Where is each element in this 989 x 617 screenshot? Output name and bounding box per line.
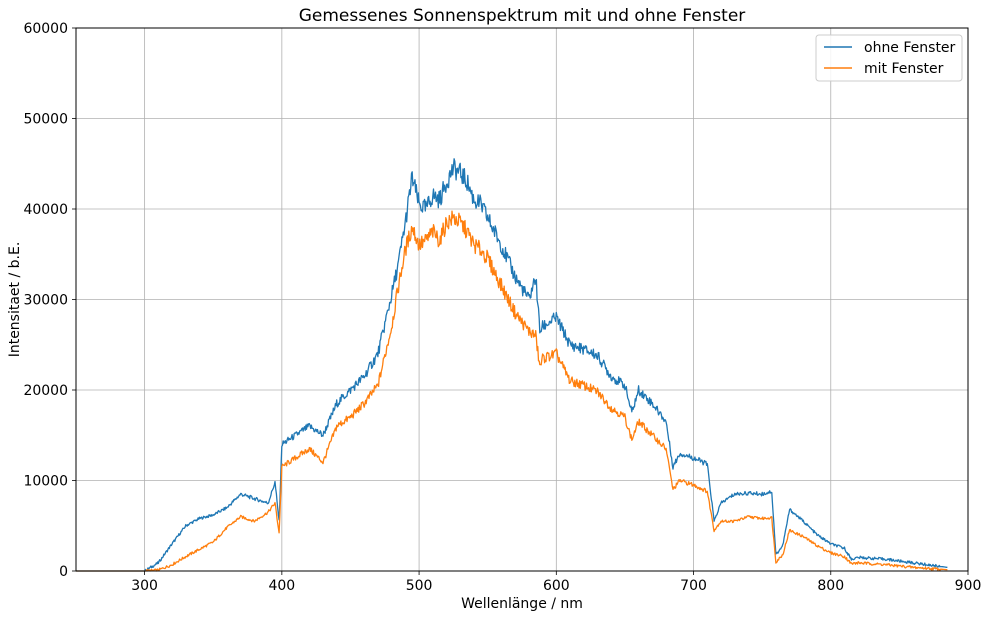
- x-tick-label: 700: [680, 578, 707, 594]
- legend-label: mit Fenster: [864, 61, 944, 77]
- y-tick-label: 60000: [23, 21, 68, 37]
- x-tick-label: 900: [955, 578, 982, 594]
- y-tick-label: 20000: [23, 383, 68, 399]
- legend-label: ohne Fenster: [864, 40, 956, 56]
- x-tick-label: 800: [817, 578, 844, 594]
- y-tick-label: 50000: [23, 112, 68, 128]
- x-tick-label: 500: [406, 578, 433, 594]
- x-axis-label: Wellenlänge / nm: [461, 596, 583, 612]
- y-tick-label: 10000: [23, 474, 68, 490]
- y-tick-label: 0: [59, 564, 68, 580]
- x-tick-label: 400: [268, 578, 295, 594]
- legend: ohne Fenster mit Fenster: [815, 34, 963, 82]
- y-tick-label: 40000: [23, 202, 68, 218]
- ticks: 300 400 500 600 700 800 900 0 10000 20000 30000 400…: [23, 21, 981, 594]
- x-tick-label: 300: [131, 578, 158, 594]
- y-tick-label: 30000: [23, 293, 68, 309]
- series-line-ohne-fenster: [76, 158, 948, 572]
- y-axis-label: Intensitaet / b.E.: [7, 242, 23, 358]
- series-line-mit-fenster: [76, 210, 948, 572]
- x-tick-label: 600: [543, 578, 570, 594]
- series-layer: [76, 158, 948, 572]
- chart-title: Gemessenes Sonnenspektrum mit und ohne F…: [299, 6, 746, 26]
- legend-box: [815, 34, 963, 82]
